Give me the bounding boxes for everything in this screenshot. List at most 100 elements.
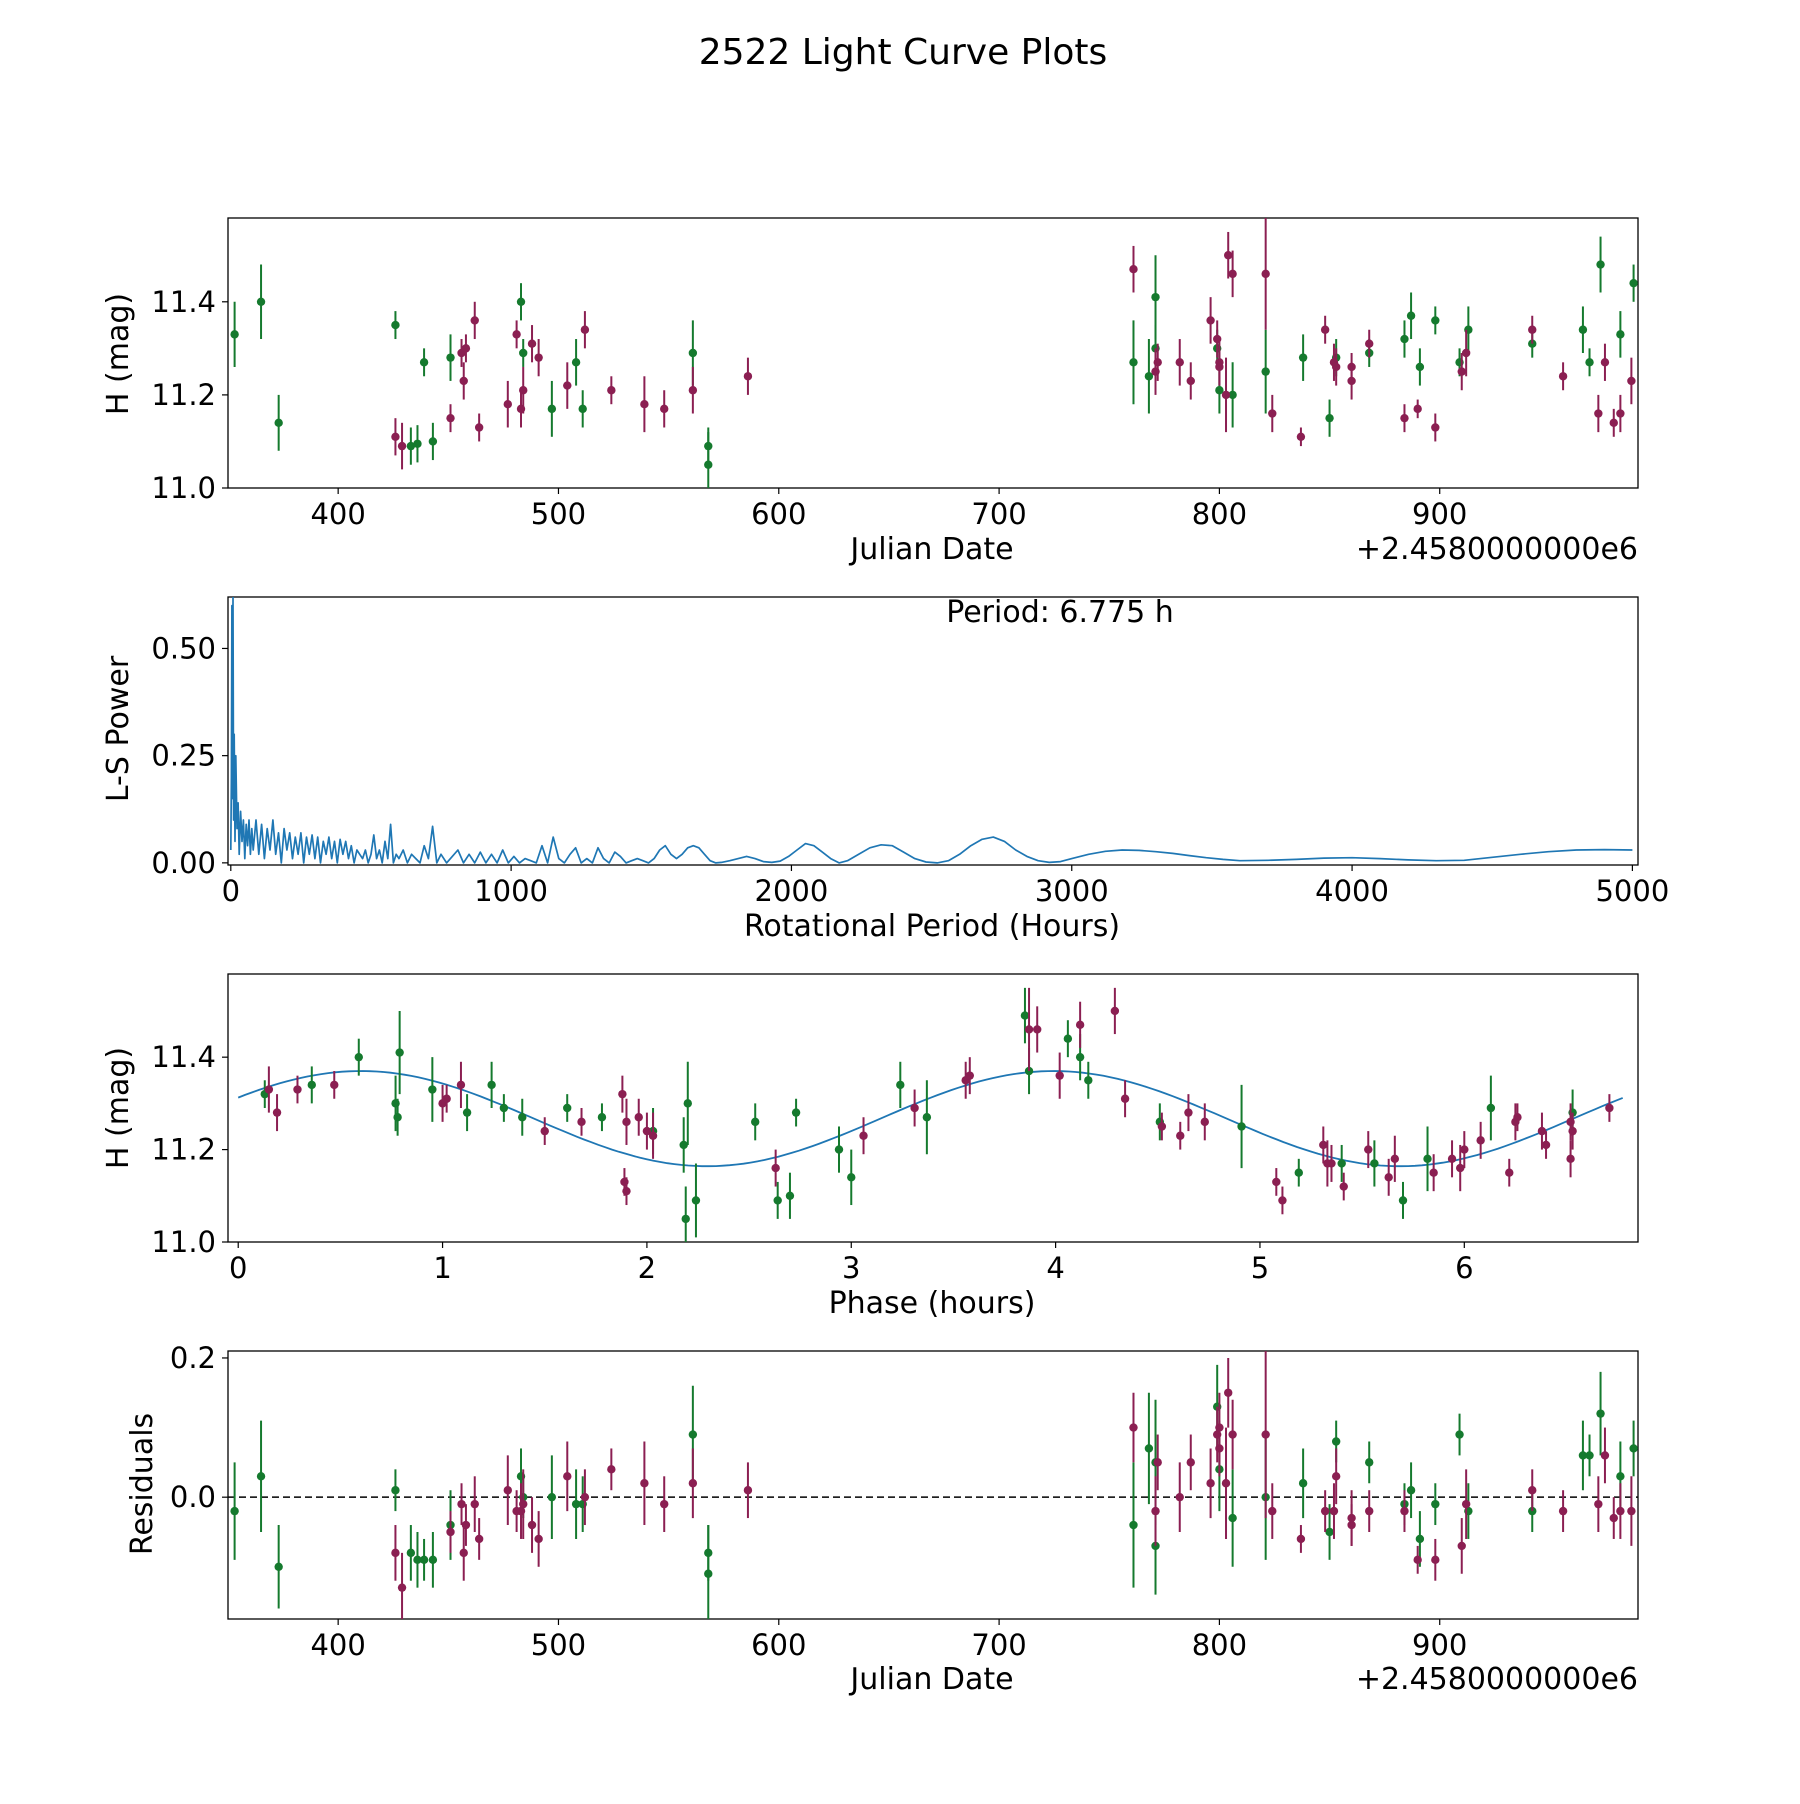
magenta-point xyxy=(459,376,468,386)
magenta-point xyxy=(1186,376,1195,386)
magenta-point xyxy=(1215,1444,1224,1453)
periodogram-ytick-label: 0.50 xyxy=(151,631,216,665)
magenta-point xyxy=(1558,1506,1568,1516)
lightcurve-xtick-label: 400 xyxy=(310,497,365,531)
green-point xyxy=(1261,367,1270,376)
residuals-panel: Residuals Julian Date +2.4580000000e6 40… xyxy=(125,1341,1639,1697)
magenta-point xyxy=(446,413,455,423)
magenta-point xyxy=(446,1527,455,1537)
magenta-point xyxy=(1537,1126,1547,1136)
lightcurve-ytick-label: 11.2 xyxy=(151,378,216,412)
phasefold-xlabel: Phase (hours) xyxy=(829,1286,1036,1321)
green-point xyxy=(578,404,587,414)
green-point xyxy=(1398,1196,1408,1205)
green-point xyxy=(393,1113,402,1122)
green-point xyxy=(597,1113,607,1122)
magenta-point xyxy=(1528,1486,1537,1495)
green-point xyxy=(1298,353,1308,362)
green-point xyxy=(688,348,698,358)
phasefold-xtick-label: 5 xyxy=(1251,1251,1269,1285)
residuals-offset-label: +2.4580000000e6 xyxy=(1356,1662,1638,1697)
magenta-point xyxy=(1184,1108,1193,1117)
magenta-point xyxy=(910,1103,919,1113)
green-point xyxy=(571,1499,581,1509)
magenta-point xyxy=(642,1126,652,1136)
magenta-point xyxy=(1176,1131,1185,1140)
magenta-point xyxy=(1400,413,1409,423)
green-point xyxy=(1455,1430,1464,1439)
magenta-point xyxy=(474,423,484,432)
magenta-point xyxy=(457,1499,466,1509)
green-point xyxy=(406,1548,416,1558)
magenta-point xyxy=(264,1085,274,1094)
magenta-point xyxy=(1609,1513,1618,1523)
green-point xyxy=(773,1196,782,1205)
magenta-point xyxy=(503,1486,512,1495)
magenta-point xyxy=(293,1085,302,1094)
magenta-point xyxy=(1296,432,1306,441)
magenta-point xyxy=(503,400,512,409)
magenta-point xyxy=(1513,1113,1522,1122)
magenta-point xyxy=(1431,1555,1440,1565)
magenta-point xyxy=(965,1071,974,1080)
green-point xyxy=(1294,1168,1303,1177)
magenta-point xyxy=(743,372,753,381)
green-point xyxy=(547,1492,557,1502)
green-point xyxy=(751,1117,760,1127)
magenta-point xyxy=(1400,1506,1409,1516)
green-point xyxy=(274,1562,283,1571)
green-point xyxy=(256,1472,266,1481)
green-point xyxy=(1228,1513,1237,1523)
magenta-point xyxy=(1541,1140,1551,1150)
green-point xyxy=(419,1555,429,1565)
magenta-point xyxy=(622,1117,631,1127)
green-point xyxy=(1144,372,1154,381)
green-point xyxy=(1629,1444,1638,1453)
green-point xyxy=(1629,278,1638,288)
lightcurve-xtick-label: 800 xyxy=(1192,497,1247,531)
magenta-point xyxy=(1600,358,1610,367)
green-point xyxy=(274,418,283,428)
periodogram-frame xyxy=(227,596,1639,866)
magenta-point xyxy=(1528,325,1537,334)
magenta-point xyxy=(1268,1506,1277,1516)
green-point xyxy=(499,1103,509,1113)
magenta-point xyxy=(1566,1154,1575,1164)
magenta-point xyxy=(397,1583,407,1592)
periodogram-panel: L-S Power Rotational Period (Hours) Peri… xyxy=(101,595,1669,944)
magenta-point xyxy=(771,1163,780,1173)
green-point xyxy=(1020,1011,1030,1020)
magenta-point xyxy=(1365,339,1374,348)
green-point xyxy=(1415,1534,1425,1544)
green-point xyxy=(704,1569,713,1578)
green-point xyxy=(1084,1076,1093,1085)
magenta-point xyxy=(1457,1541,1466,1551)
green-point xyxy=(1063,1034,1073,1043)
magenta-point xyxy=(688,1479,698,1488)
residuals-xtick-label: 900 xyxy=(1412,1628,1467,1662)
magenta-point xyxy=(397,441,407,451)
green-point xyxy=(1325,413,1334,423)
magenta-point xyxy=(1157,1122,1167,1131)
green-point xyxy=(1585,358,1594,367)
green-point xyxy=(1596,1409,1605,1418)
magenta-point xyxy=(660,1499,669,1509)
residuals-xtick-label: 400 xyxy=(310,1628,365,1662)
magenta-point xyxy=(1221,1479,1231,1488)
green-point xyxy=(1431,316,1440,325)
green-point xyxy=(1151,1541,1160,1551)
green-point xyxy=(922,1113,932,1122)
periodogram-ytick-label: 0.00 xyxy=(151,846,216,880)
magenta-point xyxy=(1261,269,1270,279)
periodogram-ylabel: L-S Power xyxy=(101,655,136,802)
magenta-point xyxy=(1215,362,1224,372)
lightcurve-ylabel: H (mag) xyxy=(101,293,136,415)
residuals-plot-area xyxy=(228,1351,1638,1619)
green-point xyxy=(1585,1451,1594,1460)
magenta-point xyxy=(648,1131,658,1140)
green-point xyxy=(391,1486,400,1495)
magenta-point xyxy=(272,1108,282,1117)
magenta-point xyxy=(1055,1071,1064,1080)
green-point xyxy=(518,1113,527,1122)
phasefold-panel: H (mag) Phase (hours) 0 1 2 3 4 5 6 11.0 11.2 11.… xyxy=(101,973,1639,1321)
